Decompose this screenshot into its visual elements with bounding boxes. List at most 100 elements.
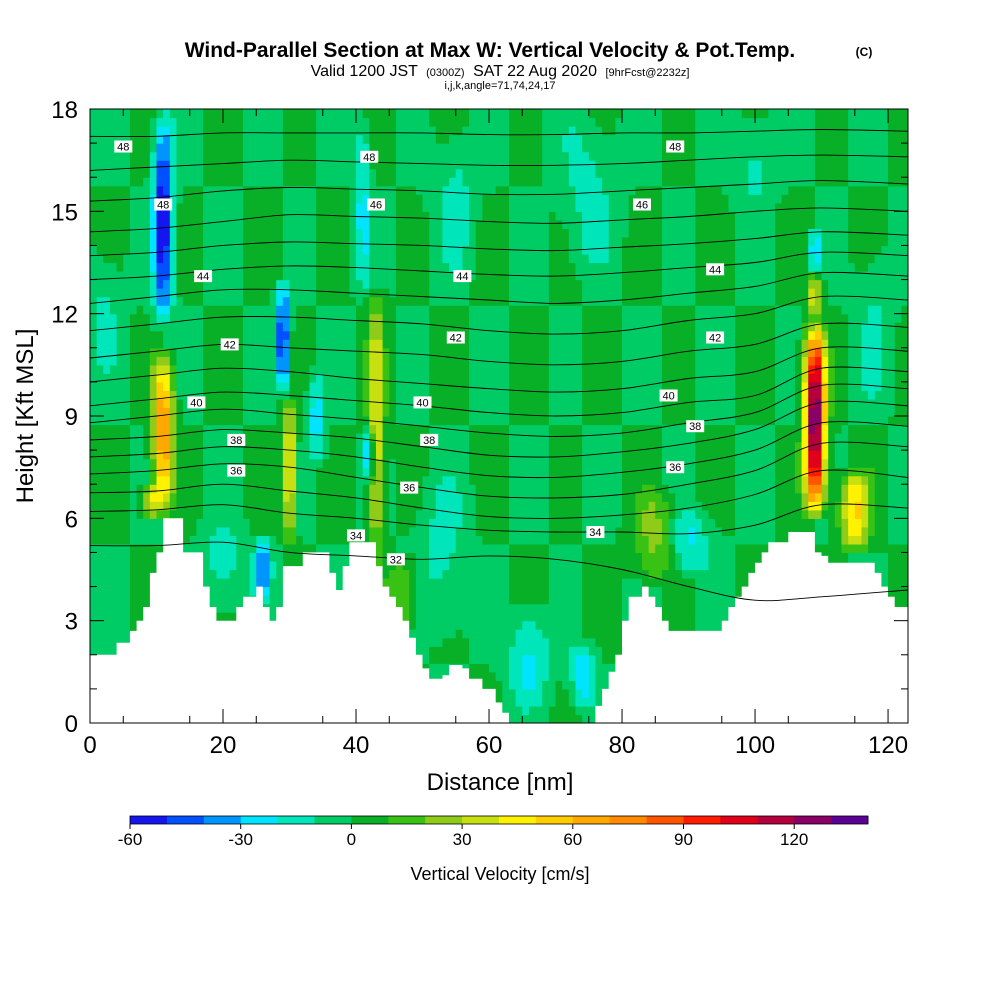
velocity-cell	[276, 228, 284, 238]
velocity-cell	[395, 211, 404, 221]
velocity-cell	[276, 168, 284, 178]
velocity-cell	[489, 671, 497, 681]
velocity-cell	[196, 194, 204, 204]
velocity-cell	[502, 424, 510, 434]
velocity-cell	[502, 560, 510, 571]
velocity-cell	[229, 492, 237, 502]
velocity-cell	[196, 364, 204, 374]
velocity-cell	[129, 185, 138, 195]
velocity-cell	[535, 339, 543, 349]
velocity-cell	[143, 509, 151, 519]
velocity-cell	[442, 475, 450, 485]
velocity-cell	[356, 475, 364, 485]
velocity-cell	[369, 424, 377, 434]
velocity-cell	[435, 535, 444, 545]
velocity-cell	[196, 347, 204, 357]
velocity-cell	[276, 552, 284, 562]
velocity-cell	[309, 458, 317, 468]
velocity-cell	[296, 356, 304, 366]
velocity-cell	[415, 518, 424, 528]
velocity-cell	[542, 612, 550, 622]
velocity-cell	[528, 253, 537, 264]
velocity-cell	[462, 654, 470, 664]
velocity-cell	[369, 117, 377, 127]
velocity-cell	[143, 339, 151, 349]
velocity-cell	[136, 484, 144, 494]
velocity-cell	[242, 117, 251, 127]
velocity-cell	[402, 330, 410, 340]
velocity-cell	[389, 228, 397, 238]
velocity-cell	[389, 245, 397, 255]
velocity-cell	[482, 347, 490, 357]
velocity-cell	[129, 492, 138, 502]
velocity-cell	[375, 160, 384, 170]
velocity-cell	[163, 433, 171, 443]
velocity-cell	[216, 526, 224, 536]
velocity-cell	[269, 356, 277, 366]
velocity-cell	[375, 390, 384, 400]
velocity-cell	[542, 543, 550, 554]
velocity-cell	[203, 117, 211, 127]
velocity-cell	[103, 347, 111, 357]
velocity-cell	[189, 356, 198, 366]
velocity-cell	[548, 637, 557, 647]
velocity-cell	[149, 151, 158, 161]
velocity-cell	[515, 637, 523, 647]
velocity-cell	[442, 364, 450, 374]
velocity-cell	[103, 262, 111, 272]
velocity-cell	[249, 211, 257, 221]
velocity-cell	[502, 288, 510, 298]
velocity-cell	[429, 646, 437, 656]
velocity-cell	[90, 552, 98, 562]
velocity-cell	[542, 151, 550, 161]
velocity-cell	[322, 535, 331, 545]
velocity-cell	[302, 202, 311, 212]
velocity-cell	[475, 202, 483, 212]
velocity-cell	[282, 381, 291, 392]
velocity-cell	[462, 143, 470, 153]
velocity-cell	[203, 475, 211, 485]
velocity-cell	[242, 586, 251, 596]
velocity-cell	[415, 322, 424, 332]
velocity-cell	[522, 339, 530, 349]
velocity-cell	[143, 364, 151, 374]
velocity-cell	[256, 484, 264, 494]
velocity-cell	[336, 330, 344, 340]
velocity-cell	[469, 535, 477, 545]
velocity-cell	[449, 117, 457, 127]
velocity-cell	[495, 688, 503, 699]
velocity-cell	[402, 143, 410, 153]
velocity-cell	[223, 245, 231, 255]
velocity-cell	[409, 526, 417, 536]
velocity-cell	[542, 595, 550, 605]
velocity-cell	[129, 330, 138, 340]
velocity-cell	[422, 467, 430, 477]
velocity-cell	[475, 612, 483, 622]
velocity-cell	[449, 552, 457, 562]
velocity-cell	[249, 475, 257, 485]
velocity-cell	[356, 509, 364, 519]
velocity-cell	[349, 126, 357, 136]
velocity-cell	[223, 398, 231, 409]
velocity-cell	[289, 356, 297, 366]
velocity-cell	[203, 416, 211, 426]
velocity-cell	[229, 109, 237, 119]
velocity-cell	[156, 236, 164, 247]
velocity-cell	[316, 109, 324, 119]
velocity-cell	[402, 424, 410, 434]
velocity-cell	[256, 143, 264, 153]
velocity-cell	[249, 458, 257, 468]
velocity-cell	[449, 211, 457, 221]
velocity-cell	[469, 450, 477, 460]
velocity-cell	[309, 390, 317, 400]
velocity-cell	[223, 407, 231, 417]
velocity-cell	[342, 364, 350, 374]
velocity-cell	[489, 509, 497, 519]
copyright-mark: (C)	[856, 45, 873, 59]
velocity-cell	[242, 484, 251, 494]
velocity-cell	[462, 381, 470, 392]
velocity-cell	[462, 458, 470, 468]
velocity-cell	[342, 271, 350, 281]
velocity-cell	[409, 143, 417, 153]
velocity-cell	[342, 407, 350, 417]
